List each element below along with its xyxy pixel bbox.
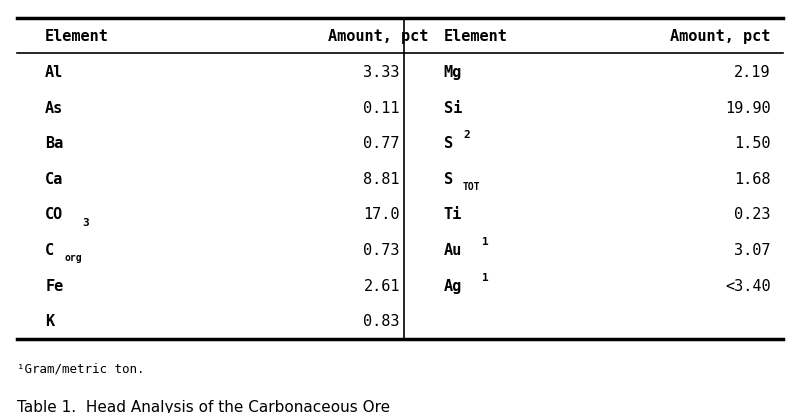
Text: 17.0: 17.0	[363, 207, 400, 222]
Text: Amount, pct: Amount, pct	[328, 29, 429, 44]
Text: C: C	[46, 242, 54, 257]
Text: 3.33: 3.33	[363, 65, 400, 80]
Text: Amount, pct: Amount, pct	[670, 29, 770, 44]
Text: 0.23: 0.23	[734, 207, 770, 222]
Text: 0.73: 0.73	[363, 242, 400, 257]
Text: 8.81: 8.81	[363, 171, 400, 186]
Text: Ba: Ba	[46, 136, 63, 151]
Text: 19.90: 19.90	[725, 100, 770, 116]
Text: 1: 1	[482, 272, 489, 282]
Text: Ti: Ti	[444, 207, 462, 222]
Text: Al: Al	[46, 65, 63, 80]
Text: Fe: Fe	[46, 278, 63, 293]
Text: Mg: Mg	[444, 65, 462, 80]
Text: S: S	[444, 136, 453, 151]
Text: Au: Au	[444, 242, 462, 257]
Text: 1: 1	[482, 236, 489, 247]
Text: 3.07: 3.07	[734, 242, 770, 257]
Text: Table 1.  Head Analysis of the Carbonaceous Ore: Table 1. Head Analysis of the Carbonaceo…	[18, 399, 390, 413]
Text: Element: Element	[444, 29, 508, 44]
Text: Si: Si	[444, 100, 462, 116]
Text: 3: 3	[82, 217, 89, 227]
Text: ¹Gram/metric ton.: ¹Gram/metric ton.	[18, 361, 145, 375]
Text: 2.61: 2.61	[363, 278, 400, 293]
Text: Ag: Ag	[444, 278, 462, 293]
Text: TOT: TOT	[463, 182, 481, 192]
Text: 0.11: 0.11	[363, 100, 400, 116]
Text: As: As	[46, 100, 63, 116]
Text: org: org	[64, 253, 82, 263]
Text: <3.40: <3.40	[725, 278, 770, 293]
Text: 1.50: 1.50	[734, 136, 770, 151]
Text: CO: CO	[46, 207, 63, 222]
Text: 0.83: 0.83	[363, 313, 400, 328]
Text: 2.19: 2.19	[734, 65, 770, 80]
Text: 1.68: 1.68	[734, 171, 770, 186]
Text: 2: 2	[463, 130, 470, 140]
Text: S: S	[444, 171, 453, 186]
Text: Ca: Ca	[46, 171, 63, 186]
Text: K: K	[46, 313, 54, 328]
Text: 0.77: 0.77	[363, 136, 400, 151]
Text: Element: Element	[46, 29, 109, 44]
